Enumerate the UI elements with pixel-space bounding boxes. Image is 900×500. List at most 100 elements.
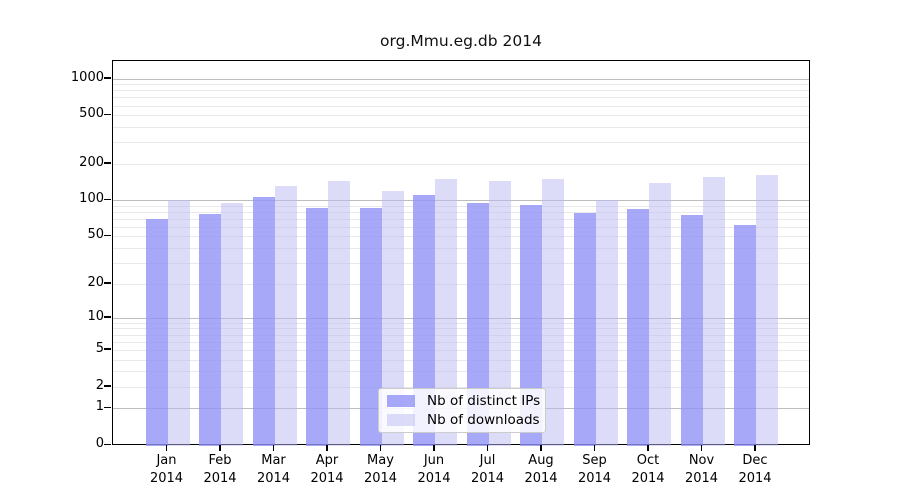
x-axis-tick: [326, 445, 328, 451]
minor-gridline: [113, 334, 809, 336]
bar-distinct-ips-jun: [413, 195, 435, 446]
bar-downloads-apr: [328, 180, 350, 446]
y-tick-label: 500: [79, 106, 104, 122]
x-tick-year: 2014: [310, 471, 344, 486]
x-tick-year: 2014: [470, 471, 505, 486]
y-tick-label: 1000: [70, 69, 104, 85]
y-axis-tick: [104, 443, 111, 445]
x-tick-label: Jun 2014: [407, 452, 461, 488]
x-axis-tick: [379, 445, 382, 451]
bar-distinct-ips-dec: [734, 225, 756, 446]
y-axis-tick: [104, 348, 111, 350]
x-tick-year: 2014: [256, 471, 291, 486]
bar-downloads-jul: [488, 180, 511, 446]
x-axis-tick: [486, 445, 489, 451]
bar-distinct-ips-oct: [627, 209, 649, 446]
major-gridline: [113, 317, 809, 319]
x-tick-year: 2014: [524, 471, 558, 486]
legend-label: Nb of downloads: [427, 412, 540, 428]
x-tick-label: Mar 2014: [247, 452, 301, 488]
x-axis-tick: [593, 445, 596, 451]
minor-gridline: [113, 283, 809, 285]
y-tick-label: 0: [95, 436, 104, 451]
x-tick-year: 2014: [577, 471, 612, 486]
x-tick-label: Aug 2014: [514, 452, 568, 488]
legend: Nb of distinct IPs Nb of downloads: [378, 388, 546, 433]
bar-downloads-aug: [542, 178, 564, 446]
legend-swatch: [387, 395, 415, 407]
y-axis-tick: [104, 198, 111, 201]
minor-gridline: [113, 90, 809, 92]
x-tick-year: 2014: [738, 471, 772, 486]
minor-gridline: [113, 84, 809, 86]
minor-gridline: [113, 115, 809, 117]
bar-downloads-nov: [702, 177, 725, 446]
bar-downloads-may: [381, 190, 404, 446]
y-tick-label: 10: [87, 308, 104, 324]
y-axis-tick: [104, 162, 111, 164]
bar-downloads-mar: [274, 186, 297, 446]
minor-gridline: [113, 142, 809, 144]
bar-distinct-ips-jul: [466, 202, 489, 446]
y-tick-label: 2: [95, 377, 104, 393]
bar-downloads-jan: [167, 200, 190, 446]
bar-distinct-ips-sep: [573, 212, 596, 446]
bar-distinct-ips-may: [359, 208, 382, 446]
y-axis-tick: [104, 234, 111, 237]
x-tick-label: Nov 2014: [675, 452, 729, 488]
minor-gridline: [113, 163, 809, 165]
y-axis-tick: [104, 316, 111, 318]
minor-gridline: [113, 211, 809, 213]
x-tick-month: Oct: [636, 453, 660, 468]
chart-title: org.Mmu.eg.db 2014: [380, 32, 542, 50]
x-axis-tick: [700, 445, 703, 451]
minor-gridline: [113, 97, 809, 99]
x-tick-month: May: [367, 453, 394, 468]
minor-gridline: [113, 262, 809, 264]
bar-downloads-jun: [435, 178, 457, 446]
y-tick-label: 20: [87, 274, 104, 290]
x-tick-label: Oct 2014: [621, 452, 675, 488]
minor-gridline: [113, 349, 809, 351]
x-tick-year: 2014: [149, 471, 184, 486]
x-tick-year: 2014: [684, 471, 719, 486]
minor-gridline: [113, 226, 809, 228]
minor-gridline: [113, 328, 809, 330]
y-tick-label: 5: [95, 340, 104, 356]
x-tick-month: Sep: [582, 453, 607, 468]
minor-gridline: [113, 359, 809, 361]
legend-item: Nb of downloads: [387, 412, 540, 428]
minor-gridline: [113, 205, 809, 207]
legend-swatch: [387, 414, 415, 426]
y-tick-label: 1: [95, 399, 104, 415]
y-axis-tick: [104, 77, 111, 79]
bar-distinct-ips-aug: [520, 204, 542, 446]
x-tick-month: Jan: [156, 453, 177, 468]
y-tick-label: 200: [79, 154, 104, 170]
x-tick-year: 2014: [363, 471, 398, 486]
bar-downloads-feb: [221, 203, 243, 446]
x-tick-month: Aug: [528, 453, 554, 468]
minor-gridline: [113, 218, 809, 220]
minor-gridline: [113, 236, 809, 238]
x-axis-tick: [433, 445, 435, 451]
bar-distinct-ips-mar: [252, 196, 275, 446]
minor-gridline: [113, 371, 809, 373]
minor-gridline: [113, 341, 809, 343]
minor-gridline: [113, 386, 809, 388]
y-axis-tick: [104, 385, 111, 387]
major-gridline: [113, 200, 809, 202]
x-axis-tick: [219, 445, 221, 451]
minor-gridline: [113, 322, 809, 324]
x-tick-year: 2014: [417, 471, 451, 486]
x-tick-year: 2014: [203, 471, 237, 486]
x-tick-month: Jun: [423, 453, 445, 468]
x-tick-label: May 2014: [354, 452, 408, 488]
x-tick-month: Nov: [688, 453, 715, 468]
x-tick-label: Sep 2014: [568, 452, 622, 488]
x-axis-tick: [540, 445, 542, 451]
x-tick-label: Dec 2014: [728, 452, 782, 488]
legend-label: Nb of distinct IPs: [427, 393, 541, 409]
minor-gridline: [113, 105, 809, 107]
